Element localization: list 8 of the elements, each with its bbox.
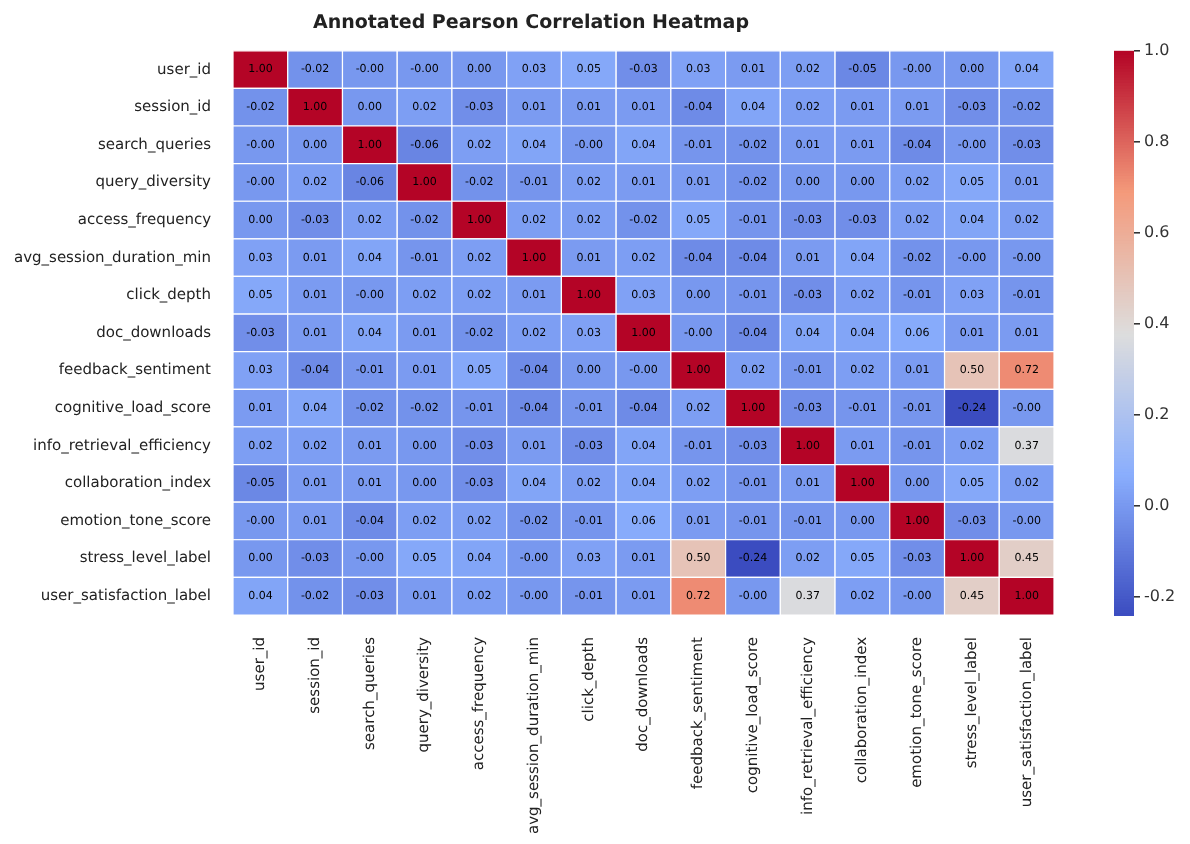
color-bar-label: 0.6 [1144, 222, 1170, 241]
color-bar-label: -0.2 [1144, 586, 1176, 605]
color-bar-label: 1.0 [1144, 40, 1170, 59]
color-bar-label: 0.0 [1144, 495, 1170, 514]
color-bar-label: 0.4 [1144, 313, 1170, 332]
chart-title: Annotated Pearson Correlation Heatmap [312, 12, 750, 35]
color-bar-label: 0.2 [1144, 404, 1170, 423]
color-bar-label: 0.8 [1144, 131, 1170, 150]
